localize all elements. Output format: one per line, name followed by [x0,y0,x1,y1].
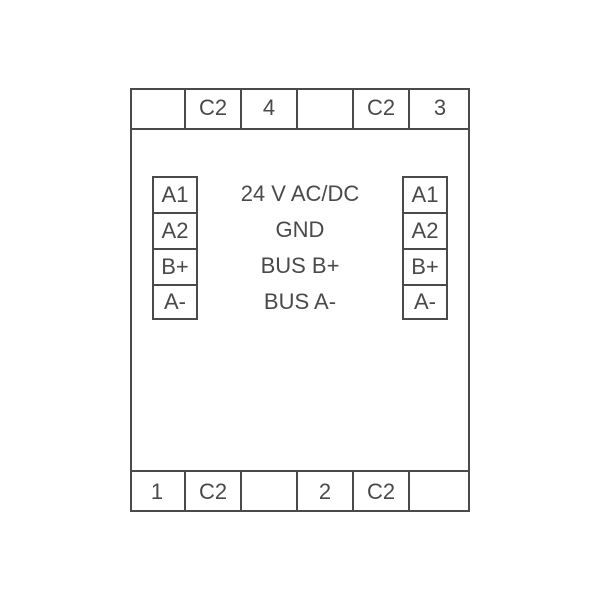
top-cell-0 [130,88,186,130]
top-cell-4: C2 [354,88,410,130]
top-cell-5: 3 [410,88,470,130]
center-label-2: BUS B+ [180,251,420,281]
cell-label: C2 [199,479,227,505]
cell-label: GND [276,217,325,243]
bottom-cell-5 [410,470,470,512]
bottom-cell-2 [242,470,298,512]
cell-label: 4 [263,95,275,121]
bottom-cell-0: 1 [130,470,186,512]
top-cell-3 [298,88,354,130]
cell-label: 1 [151,479,163,505]
top-cell-1: C2 [186,88,242,130]
cell-label: C2 [367,479,395,505]
cell-label: 3 [434,95,446,121]
cell-label: C2 [367,95,395,121]
center-label-0: 24 V AC/DC [180,179,420,209]
cell-label: 24 V AC/DC [241,181,360,207]
top-cell-2: 4 [242,88,298,130]
center-label-1: GND [180,215,420,245]
cell-label: BUS B+ [261,253,340,279]
bottom-cell-1: C2 [186,470,242,512]
bottom-cell-4: C2 [354,470,410,512]
cell-label: C2 [199,95,227,121]
terminal-diagram: C24C231C22C2A1A2B+A-A1A2B+A-24 V AC/DCGN… [0,0,600,600]
center-label-3: BUS A- [180,287,420,317]
cell-label: 2 [319,479,331,505]
bottom-cell-3: 2 [298,470,354,512]
cell-label: BUS A- [264,289,336,315]
